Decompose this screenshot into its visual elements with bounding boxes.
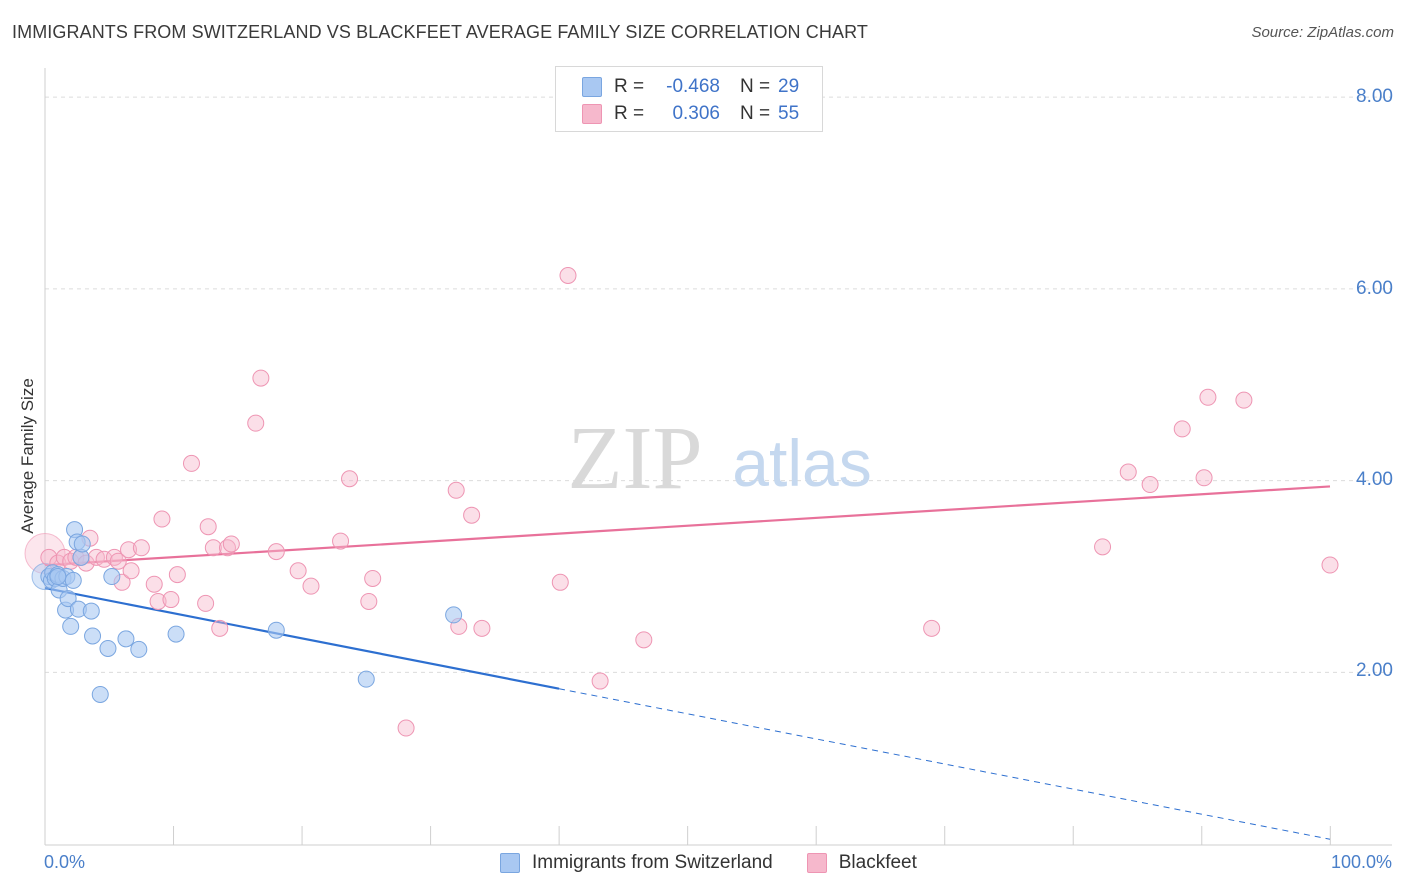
point-blackfeet [1195, 469, 1213, 487]
point-blackfeet [289, 562, 307, 580]
point-switzerland [167, 625, 185, 643]
point-blackfeet [397, 719, 415, 737]
legend-n-label: N = [740, 103, 771, 124]
trend-line-switzerland-extrapolated [558, 688, 1331, 840]
point-blackfeet [559, 267, 577, 285]
legend-r-value: -0.468 [666, 76, 720, 97]
point-blackfeet [1235, 391, 1253, 409]
point-blackfeet [332, 532, 350, 550]
point-blackfeet [463, 506, 481, 524]
point-blackfeet [252, 369, 270, 387]
legend-swatch-blue [582, 77, 602, 97]
legend-n-value: 29 [778, 76, 800, 97]
watermark-atlas: atlas [732, 426, 871, 500]
point-blackfeet [122, 562, 140, 580]
point-blackfeet [95, 550, 113, 568]
point-switzerland [84, 627, 102, 645]
legend-swatch-pink [582, 104, 602, 124]
point-switzerland [130, 640, 148, 658]
point-blackfeet [364, 569, 382, 587]
data-points [24, 267, 1339, 737]
point-switzerland [103, 568, 121, 586]
trend-line-blackfeet [44, 485, 1331, 567]
point-switzerland [82, 602, 100, 620]
point-blackfeet [145, 575, 163, 593]
legend-item-blackfeet[interactable]: Blackfeet [806, 852, 917, 874]
y-tick-label-6: 6.00 [1356, 278, 1393, 299]
point-switzerland [445, 606, 463, 624]
trend-lines [44, 485, 1331, 840]
x-tick-label-max: 100.0% [1330, 852, 1392, 872]
point-blackfeet [168, 566, 186, 584]
point-blackfeet [923, 619, 941, 637]
point-blackfeet [635, 631, 653, 649]
point-switzerland [49, 568, 67, 586]
point-blackfeet [120, 541, 138, 559]
y-tick-label-4: 4.00 [1356, 469, 1393, 490]
stats-legend: R = -0.468 N = 29 R = 0.306 N = 55 [555, 66, 823, 132]
y-axis-label: Average Family Size [18, 378, 37, 534]
legend-item-label: Blackfeet [838, 852, 917, 873]
point-switzerland [62, 617, 80, 635]
legend-r-value: 0.306 [672, 103, 720, 124]
legend-swatch-pink [806, 853, 827, 873]
point-blackfeet [109, 552, 127, 570]
point-switzerland [267, 621, 285, 639]
legend-r-label: R = [614, 103, 645, 124]
point-blackfeet [222, 535, 240, 553]
point-blackfeet [1141, 476, 1159, 494]
point-switzerland [99, 639, 117, 657]
trend-line-switzerland [44, 586, 560, 690]
point-blackfeet [1199, 388, 1217, 406]
legend-item-switzerland[interactable]: Immigrants from Switzerland [500, 852, 773, 874]
grid-lines [45, 96, 1392, 673]
point-blackfeet [132, 539, 150, 557]
point-blackfeet [591, 672, 609, 690]
series-legend: Immigrants from Switzerland Blackfeet [500, 852, 951, 874]
point-blackfeet [182, 454, 200, 472]
legend-row-switzerland: R = -0.468 N = 29 [582, 75, 799, 99]
source-label: Source: ZipAtlas.com [1251, 24, 1394, 41]
y-tick-label-8: 8.00 [1356, 86, 1393, 107]
point-blackfeet [360, 592, 378, 610]
point-blackfeet [1321, 556, 1339, 574]
point-blackfeet [197, 594, 215, 612]
point-blackfeet [199, 518, 217, 536]
legend-item-label: Immigrants from Switzerland [532, 852, 773, 873]
point-blackfeet [149, 592, 167, 610]
watermark-zip: ZIP [568, 409, 703, 508]
point-blackfeet [267, 543, 285, 561]
point-blackfeet [247, 414, 265, 432]
point-blackfeet [341, 470, 359, 488]
point-blackfeet [204, 539, 222, 557]
y-tick-label-2: 2.00 [1356, 660, 1393, 681]
legend-row-blackfeet: R = 0.306 N = 55 [582, 102, 799, 126]
axes [44, 68, 1392, 846]
point-switzerland [73, 535, 91, 553]
point-switzerland [91, 685, 109, 703]
x-tick-label-min: 0.0% [44, 852, 86, 872]
legend-n-label: N = [740, 76, 771, 97]
point-blackfeet [211, 619, 229, 637]
point-switzerland [59, 590, 77, 608]
point-blackfeet [1173, 420, 1191, 438]
point-blackfeet [162, 591, 180, 609]
point-blackfeet [153, 510, 171, 528]
watermark: ZIP atlas [568, 409, 872, 508]
chart-title: IMMIGRANTS FROM SWITZERLAND VS BLACKFEET… [12, 22, 868, 42]
point-blackfeet [1119, 463, 1137, 481]
point-switzerland [357, 670, 375, 688]
legend-n-value: 55 [778, 103, 800, 124]
point-blackfeet [473, 619, 491, 637]
point-switzerland [117, 630, 135, 648]
point-switzerland [64, 571, 82, 589]
point-blackfeet [551, 573, 569, 591]
point-blackfeet [302, 577, 320, 595]
point-blackfeet [447, 481, 465, 499]
legend-r-label: R = [614, 76, 645, 97]
legend-swatch-blue [500, 853, 520, 873]
point-blackfeet [1094, 538, 1112, 556]
